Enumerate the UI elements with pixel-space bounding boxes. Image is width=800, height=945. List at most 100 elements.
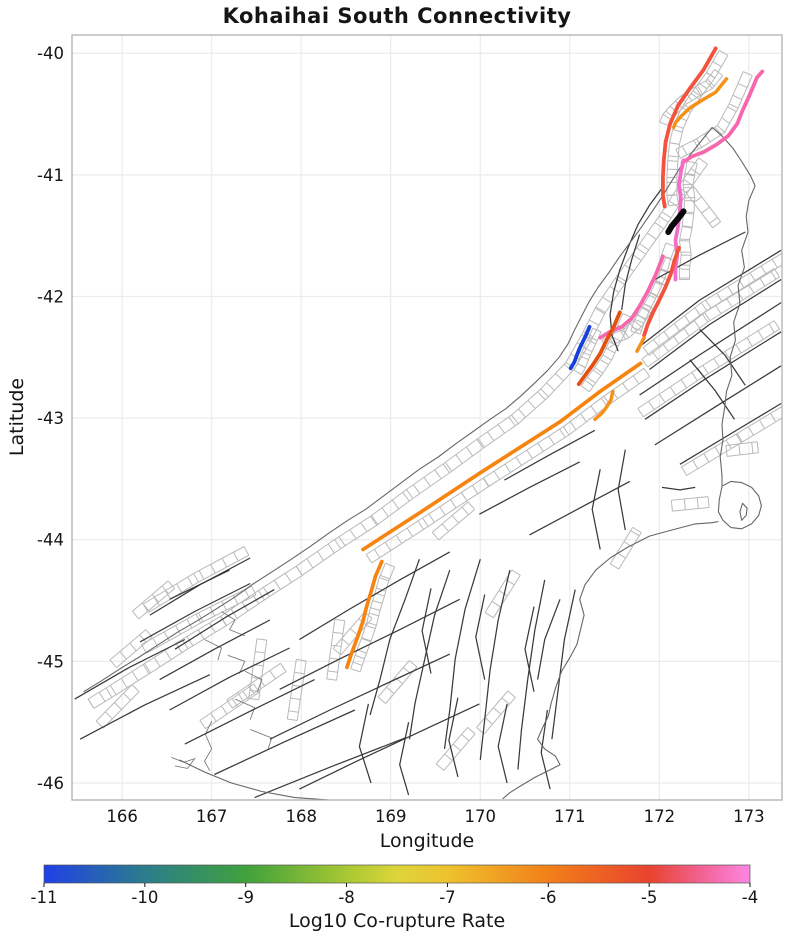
ladder-edge (248, 638, 258, 699)
y-tick-label: -40 (37, 44, 64, 63)
fault-trace (408, 569, 451, 740)
ladder-rung (703, 453, 710, 463)
orange-fault-north (671, 77, 729, 130)
ladder-rung (109, 685, 117, 695)
ladder-rung (663, 331, 671, 340)
ladder-rung (712, 221, 721, 229)
ladder-rung (768, 323, 775, 333)
ladder-rung (442, 463, 450, 474)
ladder-rung (783, 253, 788, 262)
ladder-rung (537, 442, 544, 452)
ladder-edge (671, 496, 709, 501)
ladder-rung (735, 344, 742, 354)
ladder-rung (244, 589, 250, 599)
ladder-edge (359, 566, 396, 673)
ladder-edge (647, 276, 780, 368)
ladder-rung (637, 408, 644, 418)
ladder-rung (706, 78, 715, 87)
ladder-rung (434, 469, 442, 480)
chart-title: Kohaihai South Connectivity (222, 4, 572, 28)
ladder-rung (428, 513, 435, 523)
ladder-rung (161, 585, 169, 595)
colorbar-tick-label: -10 (131, 888, 158, 907)
ladder-rung (104, 711, 113, 720)
ladder-rung (98, 691, 106, 702)
x-tick-label: 171 (554, 807, 586, 826)
ladder-rung (451, 515, 459, 524)
ladder-rung (630, 330, 641, 335)
blue-fault (568, 325, 592, 371)
fault-trace (475, 594, 486, 680)
ladder-rung (580, 385, 590, 393)
ladder-rung (698, 157, 708, 165)
ladder-rung (450, 499, 457, 509)
ladder-rung (142, 603, 149, 613)
fault-trace (269, 653, 451, 740)
x-tick-label: 166 (106, 807, 138, 826)
ladder-rung (461, 506, 469, 515)
fault-trace (649, 278, 782, 370)
ladder-rung (580, 355, 589, 360)
ladder-rung (167, 580, 175, 589)
fault-trace (641, 249, 782, 346)
ladder-rung (696, 497, 699, 509)
fault-trace (644, 331, 782, 420)
ladder-rung (636, 247, 647, 255)
fault-trace (299, 703, 480, 790)
ladder-rung (221, 558, 228, 568)
ladder-rung (141, 644, 147, 654)
y-tick-label: -44 (37, 531, 64, 550)
ladder-rung (258, 677, 266, 687)
coastline (502, 520, 719, 800)
ladder-rung (317, 551, 325, 561)
ladder-edge (226, 662, 281, 701)
ladder-rung (467, 501, 475, 510)
ladder-rung (655, 280, 666, 286)
orange-fault-alpine (361, 361, 643, 552)
ladder-rung (594, 367, 604, 374)
ladder-edge (686, 417, 782, 476)
ladder-rung (306, 558, 314, 569)
ladder-rung (242, 690, 249, 700)
fault-ladder (659, 69, 723, 127)
fault-ladder (226, 662, 287, 709)
ladder-rung (131, 671, 139, 682)
fault-trace (517, 579, 546, 770)
ladder-rung (770, 413, 777, 423)
ladder-rung (773, 268, 780, 278)
ladder-rung (444, 462, 453, 472)
ladder-rung (368, 612, 379, 617)
ladder-rung (507, 690, 516, 698)
ladder-rung (622, 313, 633, 318)
ladder-edge (286, 659, 297, 720)
ladder-rung (583, 347, 593, 353)
source-fault-black (665, 208, 687, 235)
x-tick-label: 173 (733, 807, 765, 826)
fault-trace (169, 569, 230, 600)
ladder-rung (569, 421, 577, 431)
orange-fault-squiggle (593, 389, 615, 422)
ladder-rung (395, 534, 403, 544)
ladder-rung (714, 446, 721, 456)
fault-ladder (142, 546, 250, 614)
ladder-rung (247, 684, 255, 694)
ladder-rung (632, 375, 640, 385)
ladder-rung (356, 649, 367, 654)
ladder-rung (602, 354, 612, 361)
fault-trace (661, 486, 696, 491)
y-axis-label: Latitude (6, 377, 28, 457)
fault-ladder (573, 327, 602, 376)
fault-trace (679, 402, 782, 465)
ladder-edge (87, 157, 699, 700)
ladder-rung (594, 307, 605, 315)
fault-ladder (87, 157, 708, 709)
ladder-rung (679, 268, 690, 271)
ladder-rung (508, 416, 516, 427)
ladder-rung (273, 580, 281, 590)
ladder-edge (131, 580, 169, 612)
ladder-edge (148, 554, 250, 614)
ladder-rung (251, 585, 257, 596)
ladder-rung (263, 587, 270, 597)
ladder-rung (721, 117, 730, 124)
fault-ladder (666, 49, 729, 207)
